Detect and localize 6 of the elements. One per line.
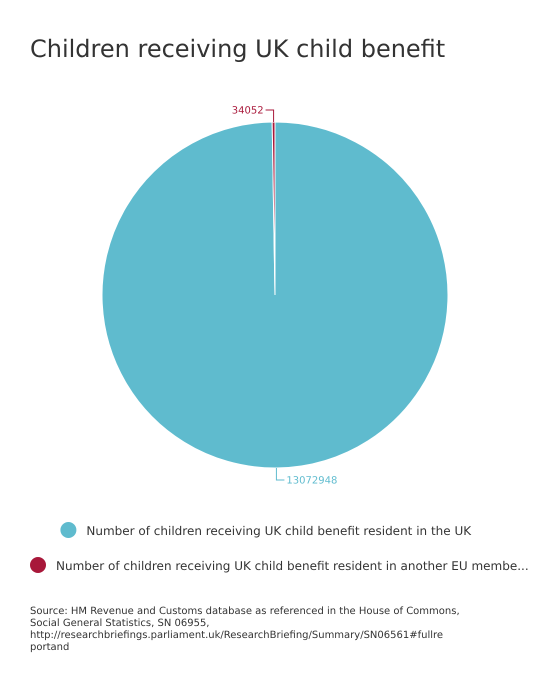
data-label: 13072948 <box>286 475 338 486</box>
data-label: 34052 <box>232 106 264 117</box>
legend-label: Number of children receiving UK child benefit resident in the UK <box>86 524 472 538</box>
source-note: Source: HM Revenue and Customs database as referenced in the House of Commons, Social General Statistics, SN 06955, http://researchbriefings.parliament.uk/ResearchBriefing/Summary/SN06561#fullreportand <box>30 606 460 653</box>
legend-label: Number of children receiving UK child benefit resident in another EU membe... <box>56 559 529 573</box>
chart-title: Children receiving UK child benefit <box>30 35 446 63</box>
